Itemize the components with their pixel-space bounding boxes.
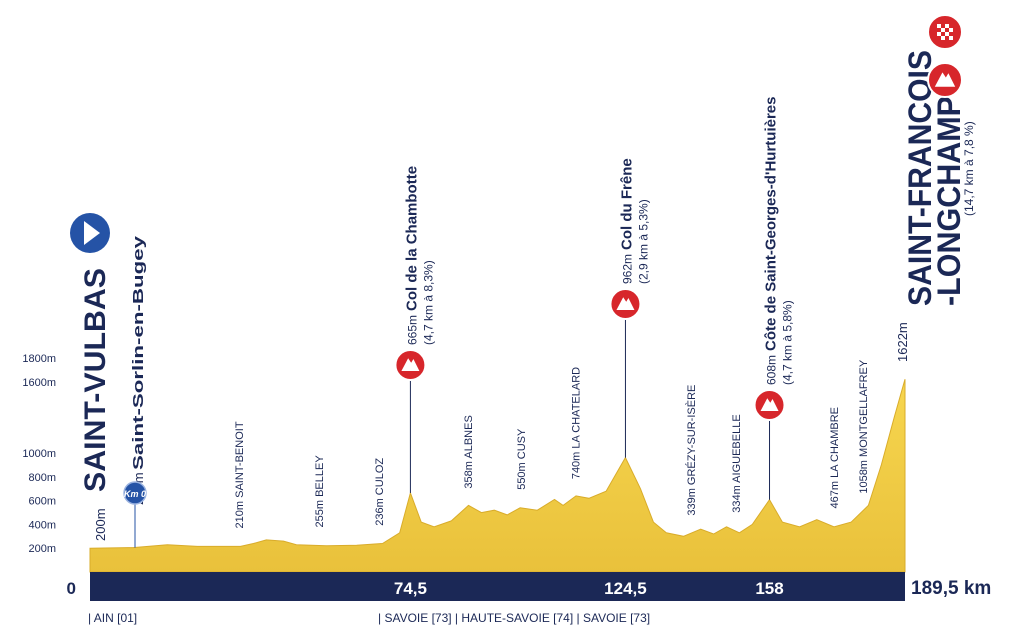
finish-elevation: 1622m [895, 322, 910, 362]
finish-flag-square [949, 36, 953, 40]
finish-flag-square [937, 32, 941, 36]
climb-detail: (4,7 km à 8,3%) [421, 260, 435, 345]
start-arrow [84, 221, 100, 245]
climb-icon-peak [934, 72, 956, 87]
region-label: | AIN [01] [88, 611, 137, 625]
town-label: 467m LA CHAMBRE [829, 407, 841, 508]
y-tick-label: 1600m [22, 377, 56, 389]
profile-area [89, 379, 906, 573]
town-label: 740m LA CHATELARD [570, 367, 582, 479]
finish-name: -LONGCHAMP [931, 96, 967, 306]
region-label: | SAVOIE [73] | HAUTE-SAVOIE [74] | SAVO… [378, 611, 650, 625]
x-tick-label: 124,5 [604, 579, 647, 598]
climb-label: 665m Col de la Chambotte [403, 166, 420, 345]
climb-elevation: 608m [765, 355, 779, 385]
y-tick-label: 400m [28, 519, 56, 531]
town-label: 236m CULOZ [374, 458, 386, 526]
climb-name: Col de la Chambotte [403, 166, 420, 311]
x-tick-label: 0 [67, 579, 76, 598]
climb-icon-peak [760, 398, 779, 411]
finish-flag-square [941, 28, 945, 32]
town-label: 339m GRÉZY-SUR-ISÈRE [685, 385, 698, 516]
town-label: 1058m MONTGELLAFREY [858, 359, 870, 494]
climb-name: Col du Frêne [618, 158, 635, 250]
y-tick-label: 200m [28, 543, 56, 555]
x-tick-label: 158 [755, 579, 783, 598]
distance-bar [90, 572, 905, 601]
town-label: 334m AIGUEBELLE [731, 414, 743, 512]
km0-label: Km 0 [124, 489, 146, 499]
x-tick-label: 74,5 [394, 579, 427, 598]
y-tick-label: 800m [28, 472, 56, 484]
km0-icon [123, 481, 147, 505]
town-label: 358m ALBNES [463, 415, 475, 488]
y-tick-label: 1800m [22, 353, 56, 365]
start-name: SAINT-VULBAS [79, 268, 112, 492]
finish-flag-square [945, 32, 949, 36]
x-tick-label: 189,5 km [911, 578, 991, 599]
y-tick-label: 1000m [22, 448, 56, 460]
town-label: 210m SAINT-BENOIT [234, 421, 246, 528]
climb-detail: (2,9 km à 5,3%) [636, 199, 650, 284]
climb-elevation: 665m [405, 315, 419, 345]
climb-icon-peak [616, 297, 635, 310]
via-label: Saint-Sorlin-en-Bugey [130, 235, 147, 470]
finish-flag-square [945, 24, 949, 28]
finish-name: SAINT-FRANCOIS [902, 50, 938, 306]
climb-elevation: 962m [620, 254, 634, 284]
climb-name: Côte de Saint-Georges-d'Hurtuières [763, 97, 780, 351]
town-label: 255m BELLEY [314, 455, 326, 528]
climb-detail: (4,7 km à 5,8%) [781, 300, 795, 385]
y-tick-label: 600m [28, 496, 56, 508]
climb-label: 962m Col du Frêne [618, 158, 635, 284]
start-elevation: 200m [93, 508, 108, 541]
town-label: 550m CUSY [516, 428, 528, 490]
finish-detail: (14,7 km à 7,8 %) [962, 121, 976, 216]
climb-icon-peak [401, 358, 420, 371]
finish-flag-square [941, 36, 945, 40]
climb-label: 608m Côte de Saint-Georges-d'Hurtuières [763, 97, 780, 385]
finish-flag-square [937, 24, 941, 28]
finish-flag-square [949, 28, 953, 32]
